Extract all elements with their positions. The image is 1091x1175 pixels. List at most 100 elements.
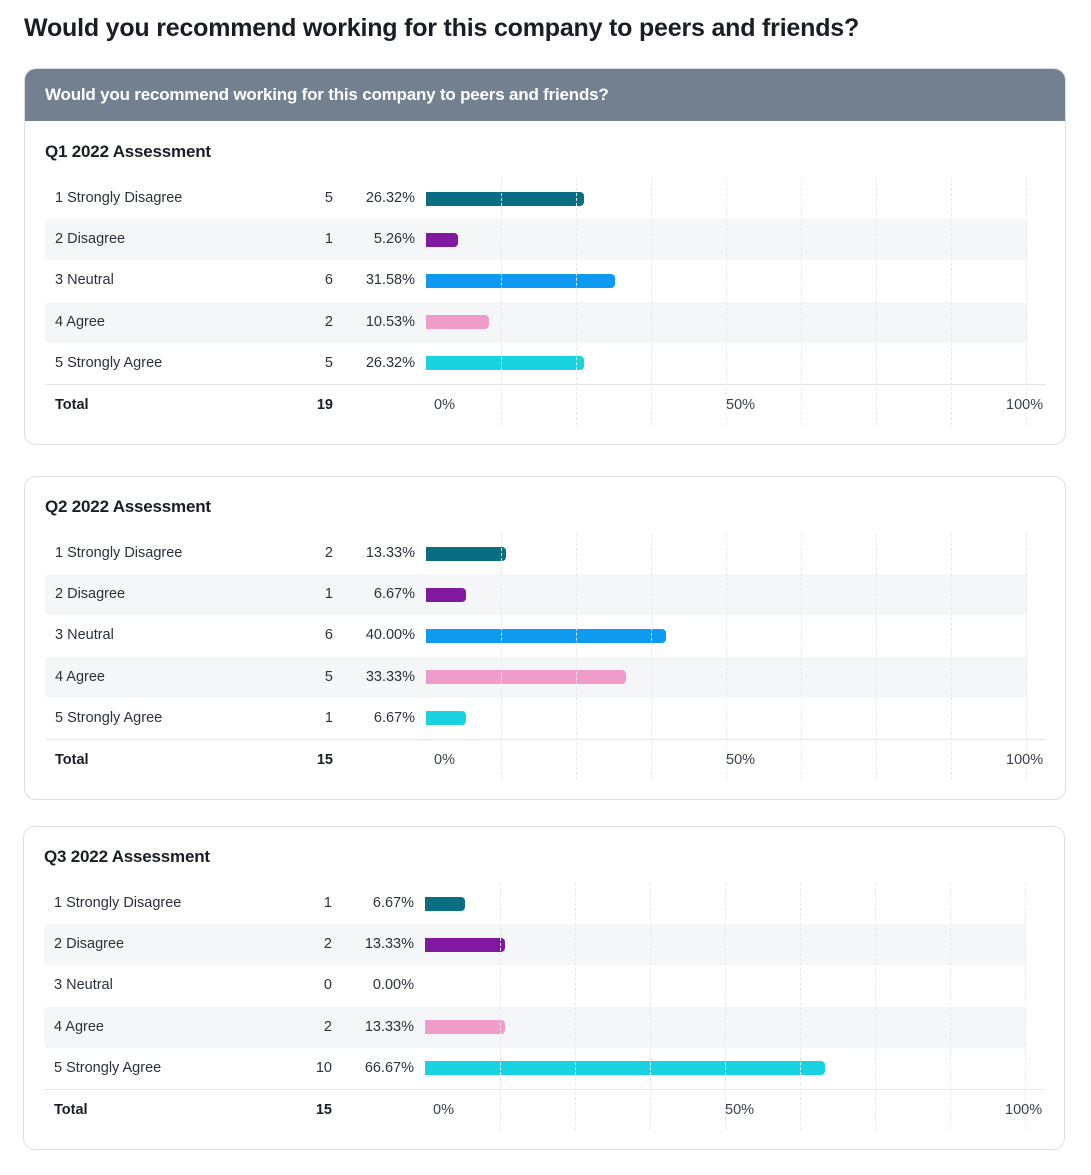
count-value: 1 (324, 586, 333, 603)
bar (426, 191, 584, 206)
count-value: 1 (324, 709, 333, 726)
survey-card-q1: Would you recommend working for this com… (24, 68, 1066, 445)
total-label: Total (55, 397, 89, 413)
bar-track (426, 302, 1026, 343)
category-label: 2 Disagree (54, 936, 125, 953)
page-title: Would you recommend working for this com… (24, 14, 860, 42)
axis-tick-label: 100% (1005, 1102, 1043, 1118)
chart-row: 2 Disagree 1 5.26% (45, 219, 1045, 261)
category-label: 3 Neutral (54, 977, 113, 994)
total-row: Total 19 0% 50% 100% (45, 384, 1046, 426)
gridline (500, 883, 501, 1130)
bar (425, 937, 505, 952)
chart-row: 5 Strongly Agree 1 6.67% (45, 698, 1045, 739)
category-label: 1 Strongly Disagree (55, 545, 183, 561)
chart-rows: 1 Strongly Disagree 2 13.33% 2 Disagree 1 6.6… (45, 533, 1045, 780)
section-title: Q3 2022 Assessment (44, 847, 210, 866)
chart-rows: 1 Strongly Disagree 5 26.32% 2 Disagree 1 5.2… (45, 178, 1045, 425)
bar-track (426, 343, 1026, 384)
bar (426, 711, 467, 726)
gridline (875, 883, 876, 1130)
bar (426, 273, 616, 288)
bar (425, 1020, 505, 1035)
percent-label: 66.67% (364, 1059, 414, 1076)
chart-row: 1 Strongly Disagree 5 26.32% (45, 178, 1045, 219)
percent-label: 6.67% (373, 709, 415, 726)
axis-tick-label: 0% (434, 752, 455, 768)
count-value: 5 (324, 354, 333, 371)
count-value: 2 (323, 1018, 332, 1035)
category-label: 2 Disagree (55, 231, 126, 248)
bar-track (426, 698, 1026, 739)
category-label: 1 Strongly Disagree (55, 190, 183, 206)
percent-label: 26.32% (365, 190, 415, 206)
gridline (501, 178, 502, 425)
bar-track (426, 178, 1026, 219)
chart-row: 5 Strongly Agree 10 66.67% (44, 1048, 1044, 1089)
category-label: 3 Neutral (55, 272, 114, 289)
gridline (951, 533, 952, 780)
total-count: 15 (315, 1102, 332, 1118)
count-value: 10 (315, 1059, 332, 1076)
count-value: 2 (324, 313, 333, 330)
axis-tick-label: 100% (1006, 752, 1044, 768)
percent-label: 40.00% (365, 627, 415, 644)
gridline (1026, 178, 1027, 425)
percent-label: 31.58% (365, 272, 415, 289)
section-title: Q1 2022 Assessment (45, 142, 211, 161)
gridline (650, 883, 651, 1130)
axis-tick-label: 50% (726, 752, 756, 768)
percent-label: 26.32% (365, 354, 415, 371)
bar (425, 896, 466, 911)
total-count: 19 (316, 397, 333, 413)
category-label: 4 Agree (55, 313, 105, 330)
category-label: 5 Strongly Agree (55, 709, 163, 726)
percent-label: 10.53% (365, 313, 415, 330)
axis-tick-label: 100% (1006, 397, 1044, 413)
survey-card-q3: Q3 2022 Assessment 1 Strongly Disagree 1 6… (23, 826, 1065, 1150)
gridline (950, 883, 951, 1130)
bar-track (426, 533, 1026, 574)
count-value: 6 (324, 272, 333, 289)
chart-row: 1 Strongly Disagree 1 6.67% (44, 883, 1044, 924)
percent-label: 6.67% (373, 586, 415, 603)
percent-label: 0.00% (372, 977, 414, 994)
gridline (800, 883, 801, 1130)
chart-row: 4 Agree 2 10.53% (45, 301, 1045, 343)
percent-label: 13.33% (364, 936, 414, 953)
gridline (801, 533, 802, 780)
bar-track (425, 924, 1025, 965)
bar (426, 315, 490, 330)
bar (426, 546, 506, 561)
bar (426, 587, 467, 602)
count-value: 2 (324, 545, 333, 561)
chart-rows: 1 Strongly Disagree 1 6.67% 2 Disagree 2 13.3… (44, 883, 1044, 1130)
category-label: 4 Agree (54, 1018, 104, 1035)
total-row: Total 15 0% 50% 100% (44, 1089, 1045, 1131)
count-value: 0 (323, 977, 332, 994)
chart-row: 4 Agree 5 33.33% (45, 656, 1045, 698)
total-label: Total (55, 752, 89, 768)
category-label: 5 Strongly Agree (55, 354, 163, 371)
percent-label: 6.67% (372, 895, 414, 911)
axis-tick-label: 50% (725, 1102, 755, 1118)
bar-track (426, 574, 1026, 615)
bar (426, 628, 666, 643)
percent-label: 33.33% (365, 668, 415, 685)
gridline (876, 178, 877, 425)
chart-row: 3 Neutral 6 31.58% (45, 260, 1045, 301)
bar-track (425, 883, 1025, 924)
gridline (501, 533, 502, 780)
percent-label: 13.33% (365, 545, 415, 561)
section-title: Q2 2022 Assessment (45, 497, 211, 516)
count-value: 6 (324, 627, 333, 644)
survey-card-q2: Q2 2022 Assessment 1 Strongly Disagree 2 1… (24, 476, 1066, 800)
bar (425, 1061, 826, 1076)
gridline (576, 533, 577, 780)
card-header: Would you recommend working for this com… (25, 69, 1065, 121)
chart-row: 2 Disagree 1 6.67% (45, 574, 1045, 616)
gridline (651, 178, 652, 425)
gridline (1025, 883, 1026, 1130)
bar-track (426, 260, 1026, 301)
count-value: 5 (324, 668, 333, 685)
